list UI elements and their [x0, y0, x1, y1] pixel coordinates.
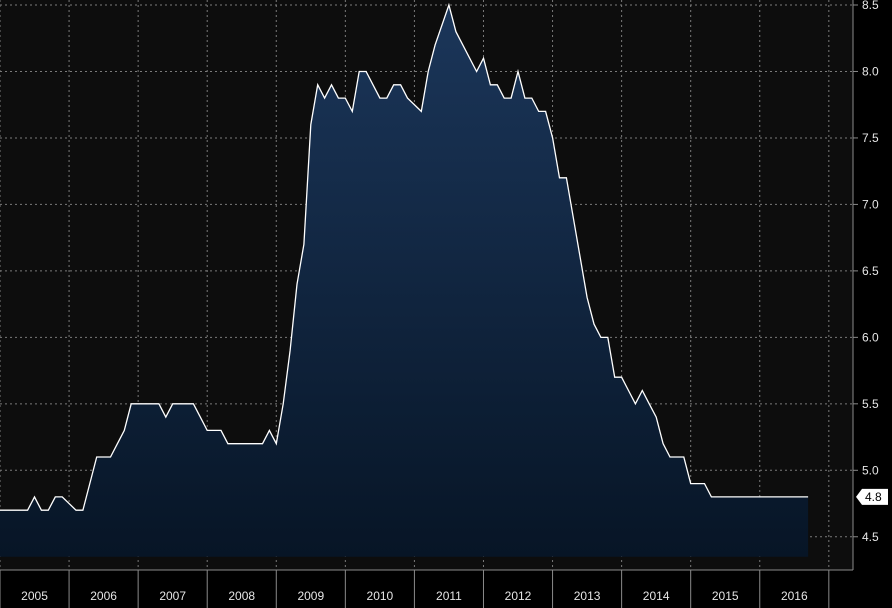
y-tick-label: 5.5: [862, 397, 879, 411]
last-value-label: 4.8: [865, 490, 882, 504]
x-tick-label: 2005: [21, 589, 48, 603]
y-tick-label: 6.0: [862, 330, 879, 344]
series-line: [0, 2, 809, 511]
x-tick-label: 2007: [159, 589, 186, 603]
y-tick-label: 7.5: [862, 131, 879, 145]
x-tick-label: 2010: [367, 589, 394, 603]
y-axis: 4.5 5.0 5.5 6.0 6.5 7.0 7.5 8.0 8.5: [853, 0, 879, 544]
x-tick-label: 2009: [297, 589, 324, 603]
y-tick-label: 6.5: [862, 264, 879, 278]
y-tick-label: 7.0: [862, 197, 879, 211]
series-area: [0, 5, 809, 557]
last-value-badge-shape: [856, 488, 888, 505]
x-tick-label: 2014: [643, 589, 670, 603]
y-tick-label: 5.0: [862, 463, 879, 477]
x-tick-label: 2011: [436, 589, 462, 603]
x-tick-label: 2013: [574, 589, 601, 603]
x-axis: 2005 2006 2007 2008 2009 2010 2011 2012 2013 2014…: [0, 570, 830, 608]
x-tick-label: 2016: [781, 589, 808, 603]
x-tick-label: 2015: [712, 589, 739, 603]
y-tick-label: 4.5: [862, 530, 879, 544]
y-tick-label: 8.0: [862, 64, 879, 78]
x-tick-label: 2012: [505, 589, 532, 603]
x-tick-label: 2006: [90, 589, 117, 603]
x-tick-label: 2008: [228, 589, 255, 603]
last-value-badge: 4.8: [856, 488, 888, 505]
y-tick-label: 8.5: [862, 0, 879, 12]
